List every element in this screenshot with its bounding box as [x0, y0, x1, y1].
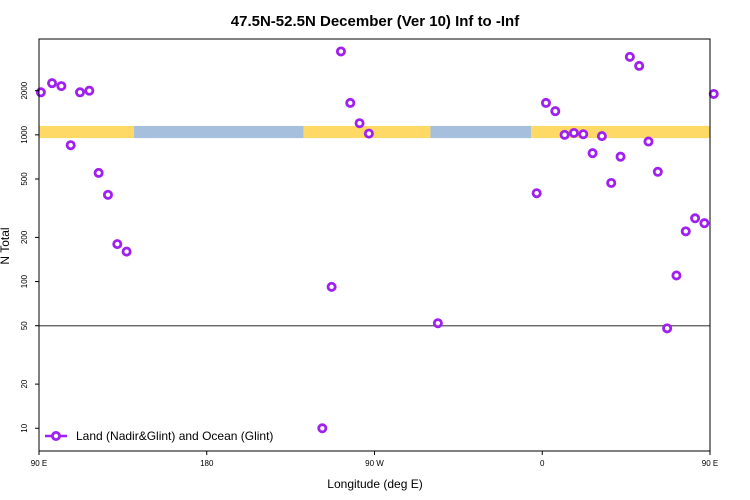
x-axis: 90 E 180 90 W 0 90 E [31, 451, 718, 468]
plot-frame [38, 38, 711, 452]
y-tick-label: 2000 [20, 81, 29, 99]
y-tick-label: 50 [20, 321, 29, 330]
chart-title: 47.5N-52.5N December (Ver 10) Inf to -In… [231, 13, 520, 30]
data-point [634, 60, 645, 71]
data-point [708, 88, 719, 99]
y-tick-label: 500 [20, 172, 29, 186]
y-tick-label: 100 [20, 274, 29, 288]
data-point [112, 239, 123, 250]
data-point [531, 188, 542, 199]
data-point [540, 97, 551, 108]
data-point [643, 136, 654, 147]
data-point [559, 129, 570, 140]
data-point [587, 148, 598, 159]
x-tick-label: 90 E [31, 459, 47, 468]
data-point [550, 106, 561, 117]
data-point [56, 81, 67, 92]
data-point [93, 167, 104, 178]
y-tick-label: 200 [20, 230, 29, 244]
data-point [326, 281, 337, 292]
y-tick-label: 1000 [20, 125, 29, 143]
y-axis: 10 20 50 100 200 500 1000 2000 [20, 81, 39, 433]
y-tick-label: 10 [20, 423, 29, 432]
data-point [652, 166, 663, 177]
data-point [606, 177, 617, 188]
data-point [596, 131, 607, 142]
data-point [345, 97, 356, 108]
x-tick-label: 0 [540, 459, 545, 468]
data-point [47, 78, 58, 89]
data-point [335, 46, 346, 57]
band-segment-land [531, 125, 710, 139]
data-band [39, 125, 710, 139]
data-point [690, 213, 701, 224]
data-point [671, 270, 682, 281]
x-tick-label: 180 [200, 459, 214, 468]
y-axis-label: N Total [0, 227, 12, 264]
data-point [662, 323, 673, 334]
legend: Land (Nadir&Glint) and Ocean (Glint) [45, 429, 273, 443]
data-point [363, 128, 374, 139]
legend-marker [51, 430, 62, 441]
data-point [624, 51, 635, 62]
data-points [35, 46, 719, 434]
band-segment-land [39, 125, 135, 139]
data-point [680, 226, 691, 237]
data-point [75, 87, 86, 98]
legend-label: Land (Nadir&Glint) and Ocean (Glint) [76, 429, 273, 443]
data-point [699, 218, 710, 229]
band-segment-ocean [134, 125, 304, 139]
data-point [578, 129, 589, 140]
y-tick-label: 20 [20, 379, 29, 388]
data-point [35, 87, 46, 98]
data-point [121, 246, 132, 257]
x-tick-label: 90 W [365, 459, 384, 468]
data-point [615, 151, 626, 162]
band-segment-ocean [430, 125, 532, 139]
data-point [432, 318, 443, 329]
x-axis-label: Longitude (deg E) [327, 477, 422, 491]
data-point [84, 85, 95, 96]
data-point [317, 423, 328, 434]
data-point [568, 127, 579, 138]
data-point [102, 189, 113, 200]
data-point [354, 118, 365, 129]
data-point [65, 140, 76, 151]
x-tick-label: 90 E [702, 459, 718, 468]
